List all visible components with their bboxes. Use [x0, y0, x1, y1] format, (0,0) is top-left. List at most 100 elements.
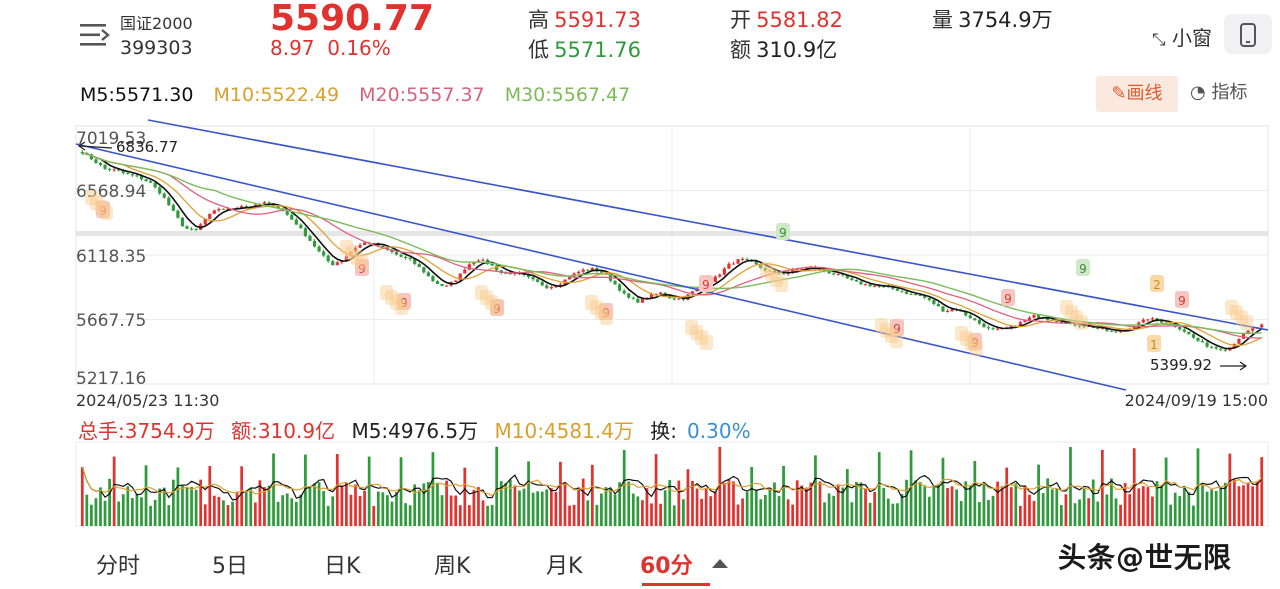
phone-icon	[1240, 23, 1256, 47]
candle-body	[968, 315, 972, 319]
volume-bar	[117, 501, 121, 526]
candle-body	[827, 271, 831, 274]
volume-ma5-line	[81, 467, 1263, 501]
tab-60min[interactable]: 60分	[640, 554, 693, 579]
menu-icon[interactable]	[78, 22, 110, 48]
candle-body	[244, 206, 248, 208]
mini-window-button[interactable]: ⤡ 小窗	[1152, 22, 1212, 51]
candle-body	[495, 265, 499, 271]
candle-body	[303, 228, 308, 236]
ma5-value: M5:5571.30	[80, 84, 194, 106]
high-value: 5591.73	[554, 8, 641, 32]
td-badge-label: 9	[971, 336, 979, 350]
volume-bar	[987, 499, 990, 526]
candle-body	[1187, 331, 1191, 335]
volume-bar	[167, 505, 171, 526]
volume-bar	[126, 486, 130, 526]
td-cluster-badge	[385, 290, 398, 305]
volume-bar	[345, 482, 348, 526]
candle-body	[203, 218, 207, 225]
candle-body	[1100, 328, 1104, 330]
volume-bar	[203, 504, 207, 526]
candle-body	[777, 272, 781, 274]
period-dropdown-arrow[interactable]	[712, 559, 728, 568]
volume-bar	[736, 504, 740, 526]
volume-bar	[477, 487, 480, 526]
candle-body	[349, 251, 353, 257]
volume-bar	[354, 484, 357, 526]
candle-body	[1096, 327, 1100, 329]
td-cluster-badge	[1060, 300, 1073, 315]
volume-bar	[741, 498, 744, 526]
candle-body	[636, 298, 640, 303]
volume-label: 量	[932, 8, 953, 32]
volume-bar	[777, 496, 781, 526]
draw-label: 画线	[1126, 83, 1163, 104]
volume-bar	[1228, 453, 1232, 526]
tab-daily[interactable]: 日K	[324, 554, 361, 579]
volume-bar	[814, 455, 817, 526]
turnover-label: 换:	[650, 419, 678, 443]
volume-bar	[331, 496, 335, 526]
volume-bar	[1019, 505, 1022, 526]
volume-bar	[1182, 485, 1186, 526]
volume-bar	[818, 481, 822, 526]
landscape-button[interactable]	[1224, 14, 1272, 54]
td-cluster-badge	[475, 285, 488, 300]
volume-bar	[622, 449, 626, 526]
candle-body	[112, 169, 116, 171]
candle-body	[262, 202, 267, 205]
x-start-label: 2024/05/23 11:30	[76, 391, 219, 410]
tab-monthly[interactable]: 月K	[546, 554, 583, 579]
candle-body	[194, 228, 198, 230]
candle-body	[904, 291, 909, 294]
volume-bar	[467, 505, 471, 526]
draw-line-button[interactable]: ✎画线	[1096, 76, 1178, 112]
volume-bar	[90, 504, 93, 526]
td-count-markers: 9 9 9 9 9 9 9 9 9 9 9 9 1 2	[85, 190, 1253, 356]
volume-bar	[549, 488, 553, 526]
y-tick-label: 7019.53	[76, 129, 146, 149]
candle-body	[139, 176, 144, 180]
volume-bar	[1037, 464, 1040, 526]
volume-bar	[946, 488, 949, 526]
candle-body	[722, 268, 726, 275]
candle-body	[98, 162, 103, 166]
candle-body	[873, 285, 877, 287]
tab-weekly[interactable]: 周K	[434, 554, 471, 579]
candle-body	[859, 281, 863, 285]
candle-body	[577, 271, 581, 274]
volume-bar	[294, 501, 298, 526]
indicator-button[interactable]: ◔ 指标	[1190, 78, 1247, 104]
candle-body	[481, 259, 485, 261]
min-price-label: 5399.92	[1150, 356, 1212, 374]
td-cluster-badge	[585, 295, 598, 310]
tab-5day[interactable]: 5日	[212, 554, 248, 579]
volume-bar	[372, 505, 376, 526]
volume-bar	[1210, 489, 1213, 526]
volume-bar	[1041, 493, 1045, 526]
tab-intraday[interactable]: 分时	[96, 554, 141, 579]
shrink-icon: ⤡	[1152, 30, 1166, 50]
td-cluster-badge	[775, 277, 788, 292]
candle-body	[326, 255, 330, 262]
volume-bar	[171, 479, 175, 526]
volume-bar	[1137, 488, 1141, 526]
candle-body	[217, 208, 221, 211]
volume-bar	[1237, 486, 1241, 526]
td-cluster-badge	[600, 310, 613, 325]
candle-body	[353, 247, 358, 252]
volume-bar	[326, 505, 330, 526]
td-badge	[1175, 291, 1189, 308]
candle-body	[672, 298, 676, 300]
candle-body	[390, 249, 394, 253]
volume-legend: 总手:3754.9万 额:310.9亿 M5:4976.5万 M10:4581.…	[78, 415, 771, 444]
open-quote: 开 5581.82	[730, 4, 843, 34]
volume-bar	[682, 499, 685, 526]
volume-bar	[955, 489, 958, 526]
volume-bar	[285, 493, 289, 526]
candle-body	[176, 210, 180, 218]
td-badge	[1076, 259, 1090, 276]
volume-bar	[691, 480, 694, 526]
